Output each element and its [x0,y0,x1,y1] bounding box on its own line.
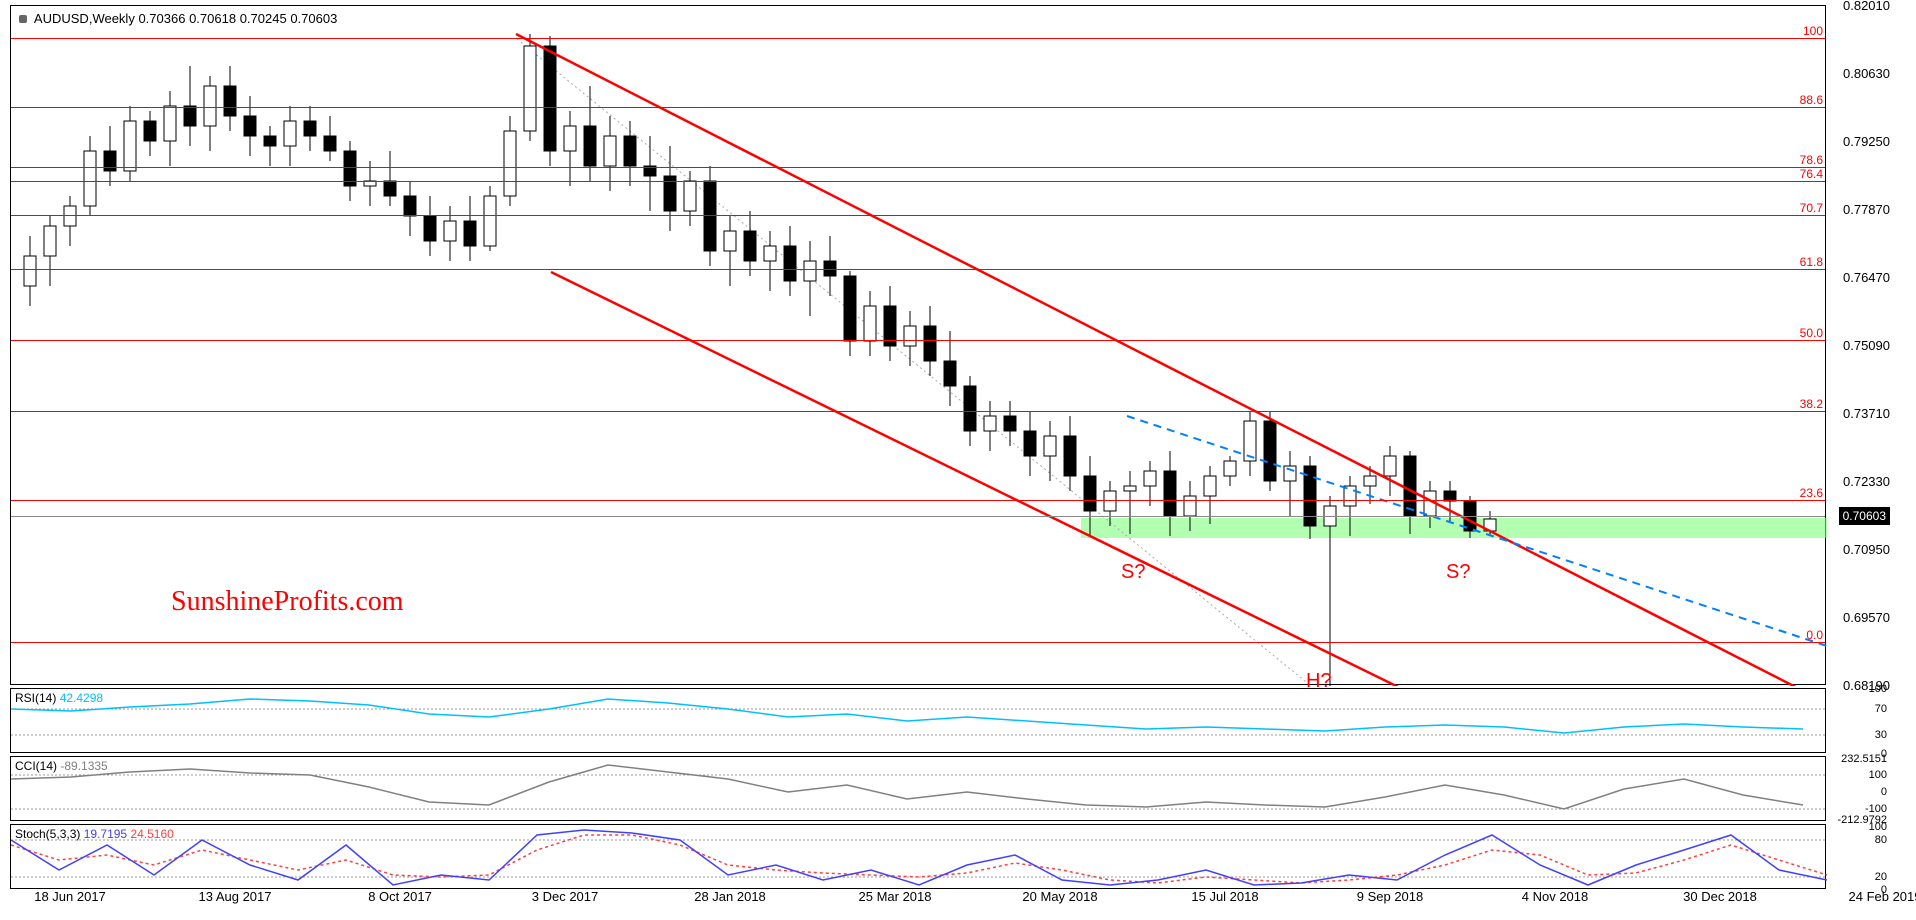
watermark: SunshineProfits.com [171,586,404,618]
cci-svg [11,757,1827,822]
ohlc-c: 0.70603 [290,11,337,26]
ohlc-o: 0.70366 [138,11,185,26]
chart-container: AUDUSD,Weekly 0.70366 0.70618 0.70245 0.… [0,0,1916,920]
stoch-svg [11,825,1827,890]
stoch-label: Stoch(5,3,3) 19.7195 24.5160 [15,827,174,841]
timeframe-label: Weekly [92,11,134,26]
rsi-svg [11,689,1827,754]
ohlc-l: 0.70245 [240,11,287,26]
stoch-panel[interactable]: Stoch(5,3,3) 19.7195 24.5160 10080200 [10,824,1826,889]
ohlc-h: 0.70618 [189,11,236,26]
cci-panel[interactable]: CCI(14) -89.1335 232.51511000-100-212.97… [10,756,1826,821]
symbol-label: AUDUSD [34,11,89,26]
current-price-tag: 0.70603 [1839,507,1890,525]
chart-svg [11,6,1827,686]
current-price-line [11,516,1825,517]
rsi-label: RSI(14) 42.4298 [15,691,103,705]
chart-title: AUDUSD,Weekly 0.70366 0.70618 0.70245 0.… [19,11,337,26]
cci-label: CCI(14) -89.1335 [15,759,108,773]
rsi-panel[interactable]: RSI(14) 42.4298 10070300 [10,688,1826,753]
main-price-chart[interactable]: AUDUSD,Weekly 0.70366 0.70618 0.70245 0.… [10,5,1826,685]
symbol-dot [19,15,27,23]
